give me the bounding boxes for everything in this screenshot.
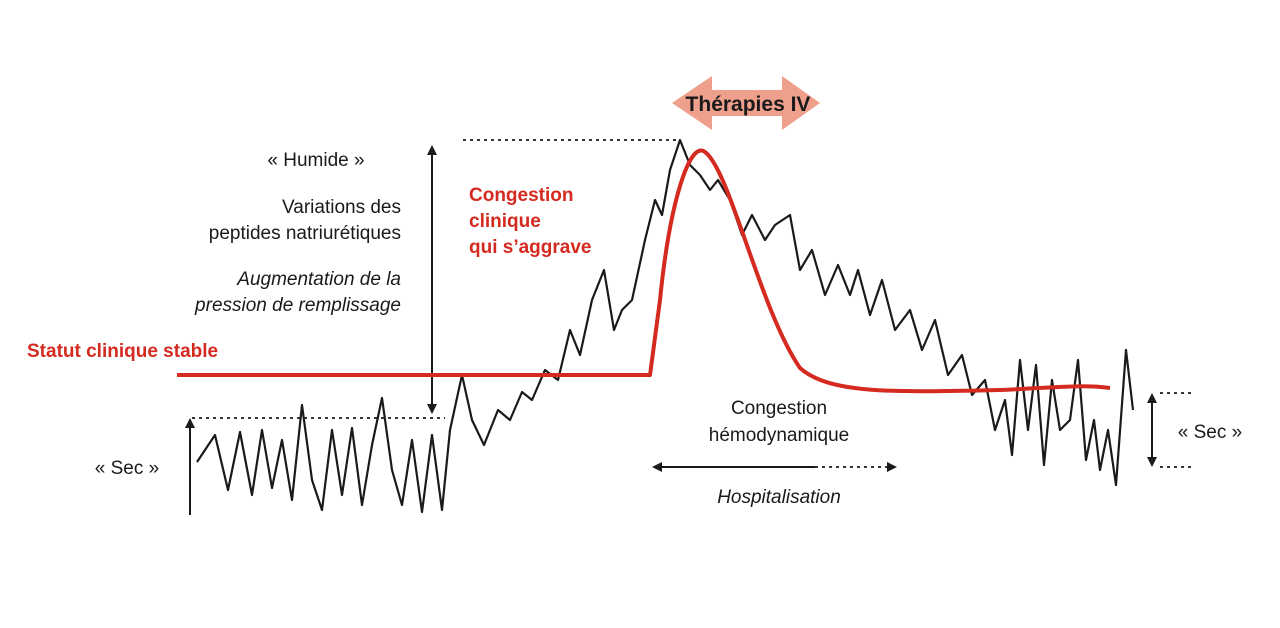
sec-right-label: « Sec » <box>1178 422 1242 443</box>
clinical-curve <box>177 148 1111 394</box>
congestion-hemo-line: Congestion <box>731 398 827 419</box>
humide-label: « Humide » <box>267 150 364 171</box>
variations-line: Variations des <box>282 197 401 218</box>
congestion-clinique-line: clinique <box>469 211 541 232</box>
augmentation-line: Augmentation de la <box>236 269 401 290</box>
statut-label: Statut clinique stable <box>27 341 218 362</box>
variations-line: peptides natriurétiques <box>209 223 401 244</box>
hospitalisation-label: Hospitalisation <box>717 487 841 508</box>
congestion-clinique-line: Congestion <box>469 185 574 206</box>
pressure-curve <box>196 138 1135 514</box>
congestion-clinique-line: qui s’aggrave <box>469 237 592 258</box>
therapies-label: Thérapies IV <box>686 93 811 116</box>
congestion-hemo-line: hémodynamique <box>709 425 849 446</box>
augmentation-line: pression de remplissage <box>194 295 401 316</box>
sec-left-label: « Sec » <box>95 458 159 479</box>
therapies-arrow <box>672 76 820 130</box>
